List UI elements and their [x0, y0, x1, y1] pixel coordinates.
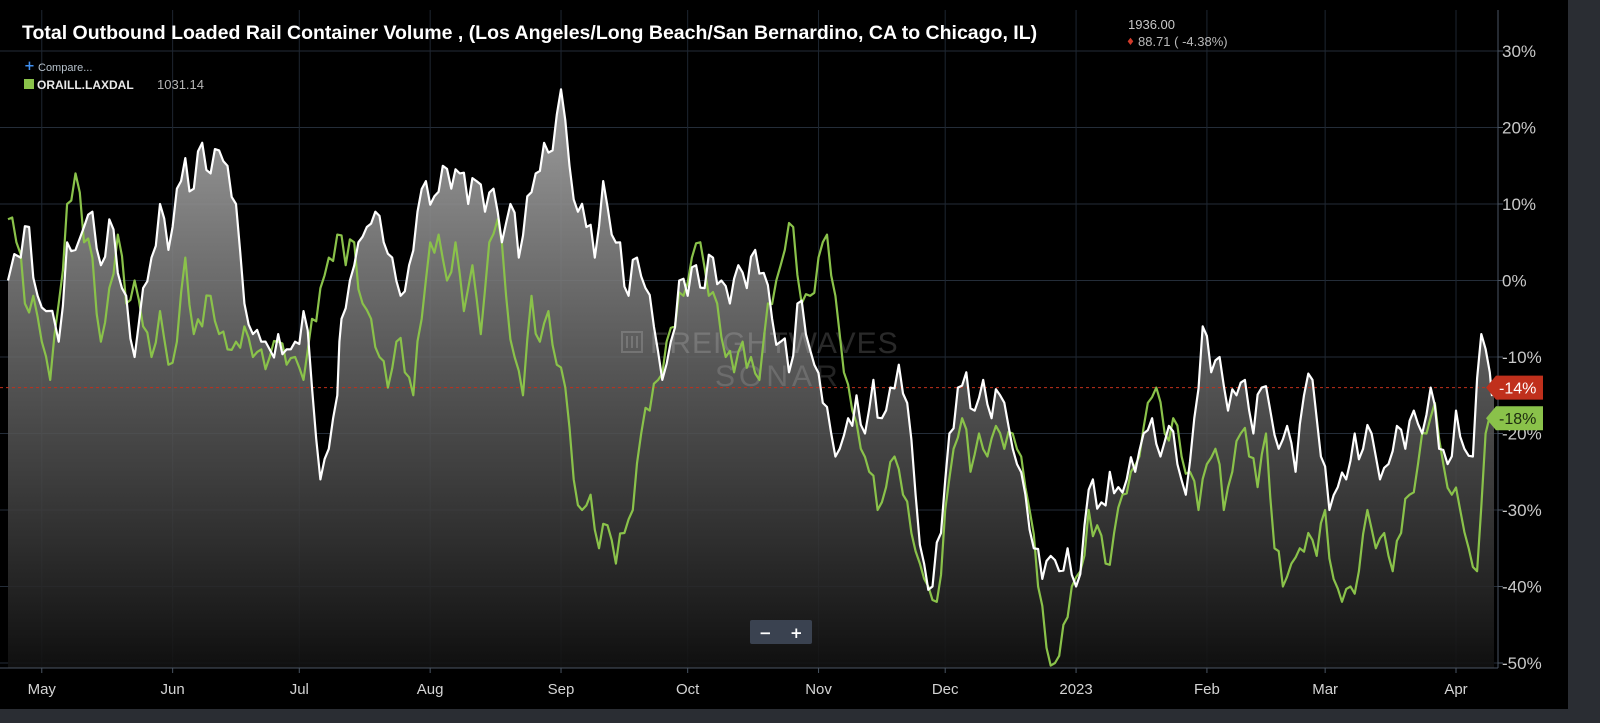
x-tick-label: Mar	[1312, 681, 1338, 698]
x-tick-label: Aug	[417, 681, 444, 698]
legend-item[interactable]: ORAILL.LAXDAL 1031.14	[24, 77, 204, 92]
secondary-last-value-badge-label: -18%	[1499, 411, 1536, 428]
current-value: 1936.00	[1128, 17, 1175, 32]
compare-label: Compare...	[38, 62, 92, 74]
y-tick-label: 20%	[1502, 119, 1536, 138]
minus-icon: −	[759, 624, 772, 642]
y-tick-label: -50%	[1502, 654, 1542, 673]
zoom-controls: − +	[750, 620, 812, 644]
y-tick-label: 10%	[1502, 195, 1536, 214]
y-axis: 30%20%10%0%-10%-20%-30%-40%-50%	[1497, 10, 1542, 673]
chart-header: Total Outbound Loaded Rail Container Vol…	[22, 17, 1228, 49]
x-tick-label: Sep	[548, 681, 575, 698]
chart-container: FREIGHTWAVES SONAR 30% 20% 10% 0% -10% -20% -3…	[0, 0, 1568, 709]
x-tick-label: 2023	[1059, 681, 1092, 698]
plus-zoom-icon: +	[790, 624, 803, 642]
x-tick-label: Nov	[805, 681, 832, 698]
change-down-icon: ♦	[1126, 37, 1135, 48]
series-lines	[6, 88, 1496, 667]
legend-swatch-icon	[24, 79, 34, 89]
line-chart: FREIGHTWAVES SONAR 30%20%10%0%-10%-20%-3…	[0, 10, 1543, 698]
compare-button[interactable]: + Compare...	[24, 59, 92, 74]
x-tick-label: May	[28, 681, 57, 698]
x-tick-label: Dec	[932, 681, 959, 698]
area-fill-layer	[8, 89, 1494, 669]
last-value-badges: -14% -18%	[1486, 375, 1543, 431]
y-tick-label: -10%	[1502, 348, 1542, 367]
zoom-out-button[interactable]: −	[752, 622, 780, 642]
chart-title: Total Outbound Loaded Rail Container Vol…	[22, 22, 1037, 44]
primary-series-area	[8, 89, 1494, 669]
y-tick-label: -40%	[1502, 578, 1542, 597]
x-tick-label: Apr	[1444, 681, 1467, 698]
y-tick-label: 30%	[1502, 42, 1536, 61]
x-tick-label: Feb	[1194, 681, 1220, 698]
secondary-last-value-badge: -18%	[1486, 406, 1543, 431]
zoom-in-button[interactable]: +	[782, 622, 810, 642]
secondary-series-line[interactable]	[7, 172, 1495, 667]
primary-last-value-badge: -14%	[1486, 375, 1543, 400]
plus-icon: +	[24, 59, 35, 74]
primary-last-value-badge-label: -14%	[1499, 381, 1536, 398]
legend-series-value: 1031.14	[157, 77, 204, 92]
legend-series-name: ORAILL.LAXDAL	[37, 78, 134, 92]
x-tick-label: Jul	[290, 681, 309, 698]
freightwaves-logo-icon	[621, 331, 643, 353]
x-tick-label: Jun	[161, 681, 185, 698]
y-tick-label: 0%	[1502, 272, 1527, 291]
primary-series-line[interactable]	[6, 88, 1496, 591]
y-tick-label: -30%	[1502, 501, 1542, 520]
x-axis: May Jun Jul Aug Sep Oct Nov Dec 2023 Feb Mar Apr	[0, 667, 1498, 698]
x-tick-label: Oct	[676, 681, 700, 698]
change-value: 88.71 ( -4.38%)	[1138, 34, 1228, 49]
